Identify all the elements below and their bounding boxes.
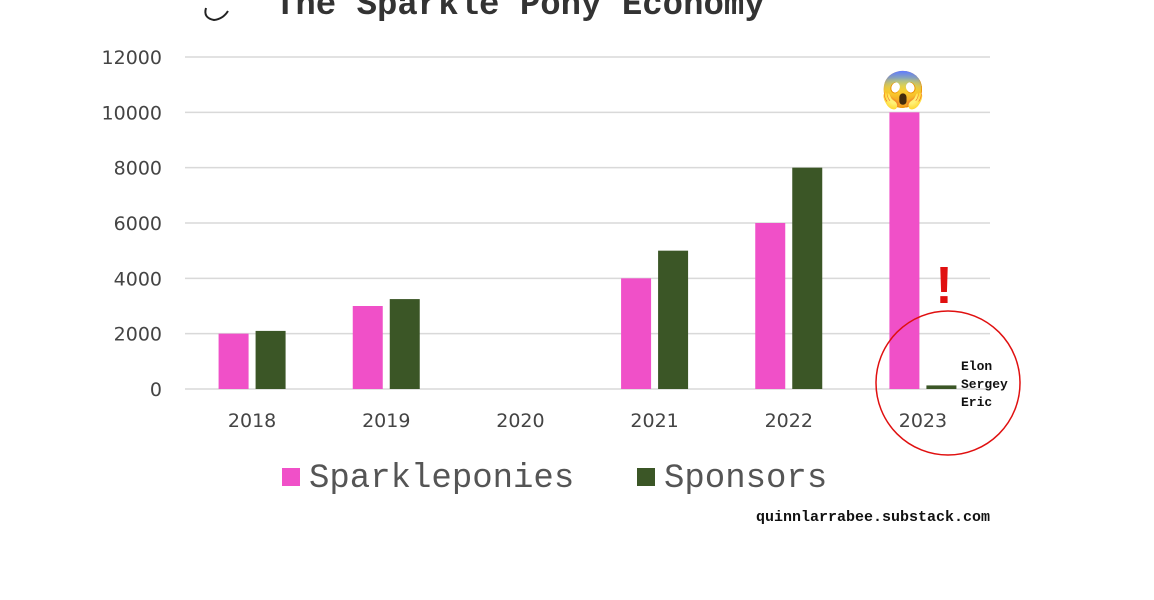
exclamation-mark: ! <box>935 257 952 315</box>
annotation-name-elon: Elon <box>961 359 992 374</box>
bar-sparkleponies-2018 <box>218 333 249 389</box>
legend-label-sparkleponies: Sparkleponies <box>309 460 574 498</box>
annotation-name-eric: Eric <box>961 395 992 410</box>
highlight-circle <box>875 310 1021 456</box>
bar-sponsors-2018 <box>255 330 286 389</box>
legend-label-sponsors: Sponsors <box>664 460 827 498</box>
x-tick-label: 2021 <box>630 410 678 432</box>
annotation-name-sergey: Sergey <box>961 377 1008 392</box>
scream-emoji-icon: 😱 <box>881 69 926 111</box>
chart-title: The Sparkle Pony Economy <box>275 0 765 25</box>
bar-sponsors-2019 <box>389 299 420 389</box>
legend-swatch-sparkleponies <box>282 468 300 486</box>
bar-sparkleponies-2021 <box>621 278 652 389</box>
y-tick-label: 4000 <box>114 268 162 290</box>
x-tick-label: 2020 <box>496 410 544 432</box>
y-tick-label: 2000 <box>114 324 162 346</box>
y-tick-label: 10000 <box>102 102 162 124</box>
x-tick-label: 2018 <box>228 410 276 432</box>
y-tick-label: 0 <box>150 379 162 401</box>
y-axis-ticks: 0 2000 4000 6000 8000 10000 12000 <box>102 47 162 401</box>
y-tick-label: 8000 <box>114 158 162 180</box>
bars <box>218 112 957 389</box>
y-tick-label: 6000 <box>114 213 162 235</box>
bar-sparkleponies-2019 <box>352 306 383 389</box>
x-axis-ticks: 2018 2019 2020 2021 2022 2023 <box>228 410 947 432</box>
gridlines <box>185 56 990 390</box>
bar-sponsors-2021 <box>658 250 689 389</box>
title-swirl-glyph <box>204 7 229 22</box>
credit-text: quinnlarrabee.substack.com <box>756 509 990 526</box>
x-tick-label: 2022 <box>765 410 813 432</box>
bar-sponsors-2022 <box>792 167 823 389</box>
bar-sparkleponies-2023 <box>889 112 920 389</box>
x-tick-label: 2019 <box>362 410 410 432</box>
legend-swatch-sponsors <box>637 468 655 486</box>
y-tick-label: 12000 <box>102 47 162 69</box>
bar-sponsors-2023 <box>926 385 957 389</box>
bar-sparkleponies-2022 <box>755 223 786 389</box>
x-tick-label: 2023 <box>899 410 947 432</box>
